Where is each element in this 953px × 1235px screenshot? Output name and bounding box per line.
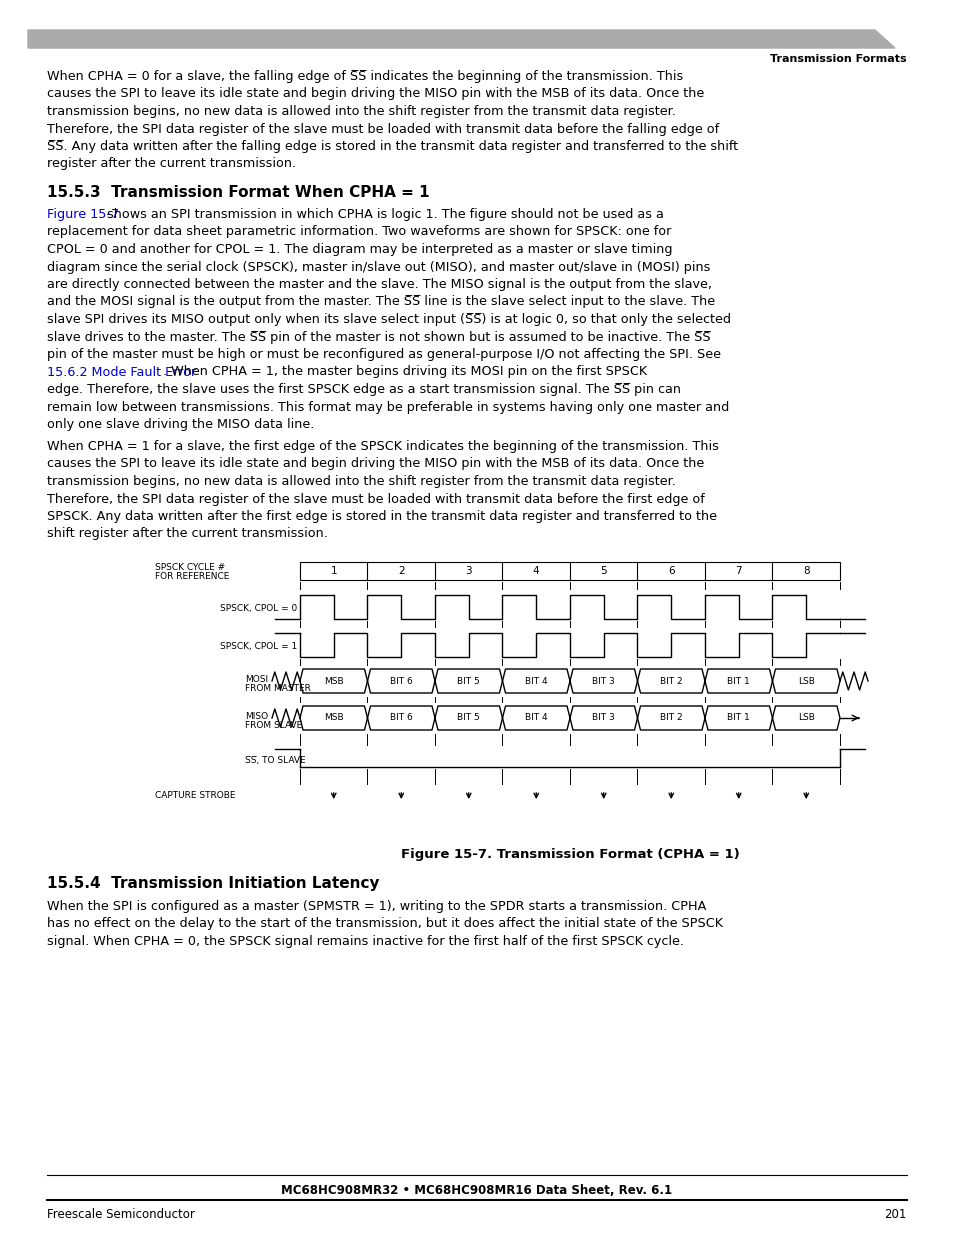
Text: SPSCK CYCLE #: SPSCK CYCLE # bbox=[154, 563, 225, 572]
Text: S̅S̅, TO SLAVE: S̅S̅, TO SLAVE bbox=[245, 757, 305, 766]
Polygon shape bbox=[367, 706, 435, 730]
Text: 15.5.4  Transmission Initiation Latency: 15.5.4 Transmission Initiation Latency bbox=[47, 876, 379, 890]
Text: slave drives to the master. The S̅S̅ pin of the master is not shown but is assum: slave drives to the master. The S̅S̅ pin… bbox=[47, 331, 710, 343]
Text: has no effect on the delay to the start of the transmission, but it does affect : has no effect on the delay to the start … bbox=[47, 918, 722, 930]
Text: MC68HC908MR32 • MC68HC908MR16 Data Sheet, Rev. 6.1: MC68HC908MR32 • MC68HC908MR16 Data Sheet… bbox=[281, 1184, 672, 1197]
Polygon shape bbox=[299, 669, 367, 693]
Text: MOSI: MOSI bbox=[245, 676, 268, 684]
Text: 15.5.3  Transmission Format When CPHA = 1: 15.5.3 Transmission Format When CPHA = 1 bbox=[47, 185, 429, 200]
Text: CPOL = 0 and another for CPOL = 1. The diagram may be interpreted as a master or: CPOL = 0 and another for CPOL = 1. The d… bbox=[47, 243, 672, 256]
Text: BIT 2: BIT 2 bbox=[659, 714, 681, 722]
Text: register after the current transmission.: register after the current transmission. bbox=[47, 158, 295, 170]
Text: BIT 6: BIT 6 bbox=[390, 714, 413, 722]
Text: When CPHA = 0 for a slave, the falling edge of S̅S̅ indicates the beginning of t: When CPHA = 0 for a slave, the falling e… bbox=[47, 70, 682, 83]
Text: FROM MASTER: FROM MASTER bbox=[245, 684, 311, 693]
Text: BIT 5: BIT 5 bbox=[456, 714, 479, 722]
Text: LSB: LSB bbox=[797, 677, 814, 685]
Text: BIT 4: BIT 4 bbox=[524, 714, 547, 722]
Text: 8: 8 bbox=[802, 566, 809, 576]
Text: BIT 3: BIT 3 bbox=[592, 677, 615, 685]
Text: replacement for data sheet parametric information. Two waveforms are shown for S: replacement for data sheet parametric in… bbox=[47, 226, 671, 238]
Text: 1: 1 bbox=[330, 566, 336, 576]
Text: diagram since the serial clock (SPSCK), master in/slave out (MISO), and master o: diagram since the serial clock (SPSCK), … bbox=[47, 261, 710, 273]
Polygon shape bbox=[435, 669, 502, 693]
Text: Transmission Formats: Transmission Formats bbox=[770, 54, 906, 64]
Text: 2: 2 bbox=[397, 566, 404, 576]
Text: BIT 6: BIT 6 bbox=[390, 677, 413, 685]
Polygon shape bbox=[637, 669, 704, 693]
Text: SPSCK, CPOL = 0: SPSCK, CPOL = 0 bbox=[220, 604, 297, 614]
Text: MISO: MISO bbox=[245, 713, 268, 721]
Text: MSB: MSB bbox=[324, 714, 343, 722]
Text: 6: 6 bbox=[667, 566, 674, 576]
Text: BIT 3: BIT 3 bbox=[592, 714, 615, 722]
Text: When CPHA = 1 for a slave, the first edge of the SPSCK indicates the beginning o: When CPHA = 1 for a slave, the first edg… bbox=[47, 440, 719, 453]
Text: 15.6.2 Mode Fault Error: 15.6.2 Mode Fault Error bbox=[47, 366, 196, 378]
Bar bbox=[299, 562, 840, 580]
Text: causes the SPI to leave its idle state and begin driving the MISO pin with the M: causes the SPI to leave its idle state a… bbox=[47, 88, 703, 100]
Text: BIT 1: BIT 1 bbox=[726, 714, 749, 722]
Text: 201: 201 bbox=[883, 1208, 906, 1221]
Text: When the SPI is configured as a master (SPMSTR = 1), writing to the SPDR starts : When the SPI is configured as a master (… bbox=[47, 900, 705, 913]
Text: edge. Therefore, the slave uses the first SPSCK edge as a start transmission sig: edge. Therefore, the slave uses the firs… bbox=[47, 383, 680, 396]
Text: S̅S̅. Any data written after the falling edge is stored in the transmit data reg: S̅S̅. Any data written after the falling… bbox=[47, 140, 738, 153]
Text: shift register after the current transmission.: shift register after the current transmi… bbox=[47, 527, 328, 541]
Polygon shape bbox=[502, 706, 569, 730]
Text: BIT 1: BIT 1 bbox=[726, 677, 749, 685]
Polygon shape bbox=[435, 706, 502, 730]
Text: causes the SPI to leave its idle state and begin driving the MISO pin with the M: causes the SPI to leave its idle state a… bbox=[47, 457, 703, 471]
Text: slave SPI drives its MISO output only when its slave select input (S̅S̅) is at l: slave SPI drives its MISO output only wh… bbox=[47, 312, 730, 326]
Text: Therefore, the SPI data register of the slave must be loaded with transmit data : Therefore, the SPI data register of the … bbox=[47, 493, 704, 505]
Polygon shape bbox=[502, 669, 569, 693]
Text: transmission begins, no new data is allowed into the shift register from the tra: transmission begins, no new data is allo… bbox=[47, 475, 675, 488]
Text: only one slave driving the MISO data line.: only one slave driving the MISO data lin… bbox=[47, 417, 314, 431]
Text: CAPTURE STROBE: CAPTURE STROBE bbox=[154, 792, 235, 800]
Text: remain low between transmissions. This format may be preferable in systems havin: remain low between transmissions. This f… bbox=[47, 400, 728, 414]
Text: LSB: LSB bbox=[797, 714, 814, 722]
Text: transmission begins, no new data is allowed into the shift register from the tra: transmission begins, no new data is allo… bbox=[47, 105, 675, 119]
Text: MSB: MSB bbox=[324, 677, 343, 685]
Text: shows an SPI transmission in which CPHA is logic 1. The figure should not be use: shows an SPI transmission in which CPHA … bbox=[102, 207, 662, 221]
Text: 4: 4 bbox=[533, 566, 539, 576]
Text: Figure 15-7: Figure 15-7 bbox=[47, 207, 119, 221]
Polygon shape bbox=[637, 706, 704, 730]
Text: BIT 2: BIT 2 bbox=[659, 677, 681, 685]
Text: Freescale Semiconductor: Freescale Semiconductor bbox=[47, 1208, 194, 1221]
Text: and the MOSI signal is the output from the master. The S̅S̅ line is the slave se: and the MOSI signal is the output from t… bbox=[47, 295, 715, 309]
Polygon shape bbox=[299, 706, 367, 730]
Text: FOR REFERENCE: FOR REFERENCE bbox=[154, 572, 229, 580]
Text: are directly connected between the master and the slave. The MISO signal is the : are directly connected between the maste… bbox=[47, 278, 711, 291]
Text: SPSCK. Any data written after the first edge is stored in the transmit data regi: SPSCK. Any data written after the first … bbox=[47, 510, 717, 522]
Text: SPSCK, CPOL = 1: SPSCK, CPOL = 1 bbox=[220, 642, 297, 652]
Polygon shape bbox=[28, 30, 894, 48]
Text: pin of the master must be high or must be reconfigured as general-purpose I/O no: pin of the master must be high or must b… bbox=[47, 348, 720, 361]
Text: 5: 5 bbox=[599, 566, 606, 576]
Polygon shape bbox=[772, 669, 840, 693]
Text: BIT 4: BIT 4 bbox=[524, 677, 547, 685]
Polygon shape bbox=[704, 706, 772, 730]
Text: . When CPHA = 1, the master begins driving its MOSI pin on the first SPSCK: . When CPHA = 1, the master begins drivi… bbox=[163, 366, 646, 378]
Polygon shape bbox=[704, 669, 772, 693]
Text: Therefore, the SPI data register of the slave must be loaded with transmit data : Therefore, the SPI data register of the … bbox=[47, 122, 719, 136]
Text: Figure 15-7. Transmission Format (CPHA = 1): Figure 15-7. Transmission Format (CPHA =… bbox=[400, 848, 739, 861]
Text: 7: 7 bbox=[735, 566, 741, 576]
Polygon shape bbox=[569, 669, 637, 693]
Polygon shape bbox=[569, 706, 637, 730]
Polygon shape bbox=[367, 669, 435, 693]
Polygon shape bbox=[772, 706, 840, 730]
Text: BIT 5: BIT 5 bbox=[456, 677, 479, 685]
Text: FROM SLAVE: FROM SLAVE bbox=[245, 721, 302, 730]
Text: 3: 3 bbox=[465, 566, 472, 576]
Text: signal. When CPHA = 0, the SPSCK signal remains inactive for the first half of t: signal. When CPHA = 0, the SPSCK signal … bbox=[47, 935, 683, 948]
